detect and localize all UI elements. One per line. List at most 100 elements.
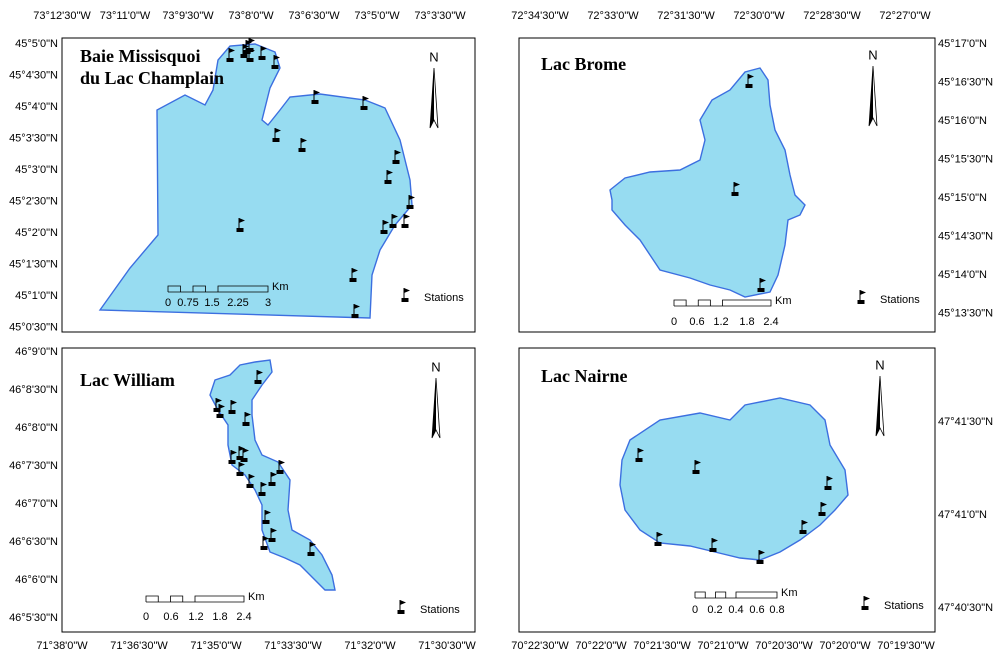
latitude-label: 46°5'30"N xyxy=(9,612,58,624)
north-arrow-half xyxy=(430,68,434,128)
station-marker xyxy=(389,214,398,228)
scale-bar xyxy=(694,591,778,599)
scale-unit: Km xyxy=(248,591,265,603)
station-flag xyxy=(271,472,277,477)
panel-frame xyxy=(518,347,936,633)
longitude-label: 72°27'0"W xyxy=(879,10,931,22)
scale-label: 1.5 xyxy=(204,297,219,309)
station-marker xyxy=(213,398,222,412)
station-flag xyxy=(265,510,271,515)
station-base xyxy=(240,54,248,58)
scale-label: 0 xyxy=(143,611,149,623)
latitude-label: 45°3'0"N xyxy=(15,164,58,176)
longitude-label: 70°20'30"W xyxy=(755,640,813,652)
station-flag xyxy=(279,460,285,465)
station-flag xyxy=(352,268,358,273)
station-base xyxy=(311,100,319,104)
station-flag xyxy=(243,448,249,453)
station-flag xyxy=(219,404,225,409)
longitude-label: 71°32'0"W xyxy=(344,640,396,652)
station-flag xyxy=(261,46,267,51)
station-marker xyxy=(401,214,410,228)
station-flag xyxy=(249,474,255,479)
panel-title: Baie Missisquoi xyxy=(80,46,201,66)
station-base xyxy=(260,546,268,550)
latitude-label: 45°1'0"N xyxy=(15,290,58,302)
longitude-label: 73°5'0"W xyxy=(354,10,400,22)
panel-title: Lac William xyxy=(80,370,175,390)
station-flag xyxy=(314,90,320,95)
station-marker xyxy=(271,55,280,69)
station-flag xyxy=(231,400,237,405)
station-marker xyxy=(311,90,320,104)
station-base xyxy=(351,314,359,318)
station-marker xyxy=(228,450,237,464)
latitude-label: 45°16'30"N xyxy=(938,76,993,88)
station-flag xyxy=(310,542,316,547)
station-base xyxy=(246,58,254,62)
latitude-label: 45°2'0"N xyxy=(15,227,58,239)
station-flag xyxy=(657,532,663,537)
station-base xyxy=(392,160,400,164)
station-flag xyxy=(860,290,866,295)
station-flag xyxy=(712,538,718,543)
scale-label: 1.8 xyxy=(212,611,227,623)
station-flag xyxy=(760,278,766,283)
north-label: N xyxy=(431,359,440,374)
station-base xyxy=(397,610,405,614)
station-flag xyxy=(243,44,249,49)
scale-bar xyxy=(167,285,269,293)
scale-label: 0.6 xyxy=(163,611,178,623)
station-marker xyxy=(216,404,225,418)
station-flag xyxy=(864,596,870,601)
station-flag xyxy=(249,38,255,43)
station-base xyxy=(236,472,244,476)
longitude-label: 73°6'30"W xyxy=(288,10,340,22)
latitude-label: 45°2'30"N xyxy=(9,195,58,207)
station-base xyxy=(246,484,254,488)
station-flag xyxy=(239,462,245,467)
station-base xyxy=(258,56,266,60)
latitude-label: 47°40'30"N xyxy=(938,602,993,614)
longitude-label: 72°30'0"W xyxy=(733,10,785,22)
north-arrow-half xyxy=(869,66,873,126)
latitude-label: 45°4'30"N xyxy=(9,69,58,81)
latitude-label: 46°8'30"N xyxy=(9,384,58,396)
station-flag xyxy=(409,195,415,200)
station-marker xyxy=(307,542,316,556)
station-base xyxy=(745,84,753,88)
latitude-label: 45°1'30"N xyxy=(9,258,58,270)
station-base xyxy=(731,192,739,196)
station-base xyxy=(406,205,414,209)
station-base xyxy=(757,288,765,292)
station-marker xyxy=(246,38,255,52)
station-base xyxy=(389,224,397,228)
panel-title: du Lac Champlain xyxy=(80,68,224,88)
longitude-label: 70°22'0"W xyxy=(575,640,627,652)
scale-label: 0.8 xyxy=(769,604,784,616)
station-base xyxy=(756,560,764,564)
station-flag xyxy=(261,482,267,487)
station-base xyxy=(692,470,700,474)
station-marker xyxy=(635,448,644,462)
station-flag xyxy=(239,446,245,451)
station-flag xyxy=(827,476,833,481)
station-base xyxy=(236,456,244,460)
longitude-label: 70°19'30"W xyxy=(877,640,935,652)
longitude-label: 73°3'30"W xyxy=(414,10,466,22)
station-base xyxy=(380,230,388,234)
station-flag xyxy=(734,182,740,187)
station-base xyxy=(861,606,869,610)
station-base xyxy=(268,538,276,542)
latitude-label: 45°5'0"N xyxy=(15,38,58,50)
scale-bar xyxy=(145,595,245,603)
station-flag xyxy=(395,150,401,155)
station-flag xyxy=(821,502,827,507)
scale-label: 0.2 xyxy=(707,604,722,616)
station-marker xyxy=(258,46,267,60)
station-marker xyxy=(246,474,255,488)
station-marker xyxy=(240,44,249,58)
scale-label: 2.25 xyxy=(227,297,248,309)
longitude-label: 72°28'30"W xyxy=(803,10,861,22)
